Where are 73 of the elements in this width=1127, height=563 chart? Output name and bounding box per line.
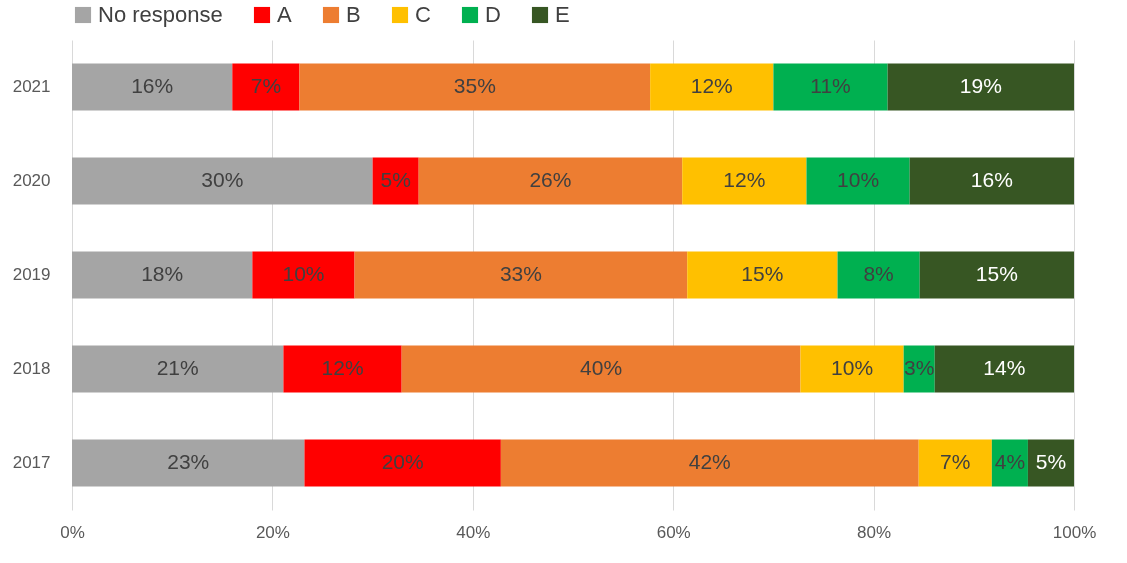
- bar: [252, 251, 355, 299]
- y-tick-label: 2017: [12, 453, 51, 472]
- legend-label: E: [555, 2, 570, 27]
- bar: [304, 439, 501, 487]
- bar: [72, 63, 233, 111]
- x-tick-label: 60%: [656, 522, 691, 542]
- data-label: 30%: [201, 168, 244, 191]
- bar: [806, 157, 910, 205]
- data-label: 33%: [499, 262, 542, 285]
- bar: [918, 439, 992, 487]
- legend-label: B: [346, 2, 361, 27]
- x-tick-label: 0%: [60, 522, 85, 542]
- data-label: 18%: [141, 262, 184, 285]
- bar: [299, 63, 651, 111]
- data-label: 3%: [904, 356, 935, 379]
- bar: [934, 345, 1074, 393]
- bar: [887, 63, 1074, 111]
- data-label: 12%: [690, 74, 733, 97]
- bar: [354, 251, 688, 299]
- y-tick-label: 2020: [12, 171, 51, 190]
- y-tick-label: 2018: [12, 359, 51, 378]
- x-tick-label: 80%: [857, 522, 892, 542]
- data-label: 40%: [580, 356, 623, 379]
- x-tick-label: 20%: [255, 522, 290, 542]
- data-label: 4%: [994, 450, 1026, 473]
- data-label: 10%: [837, 168, 880, 191]
- data-label: 7%: [250, 74, 282, 97]
- x-tick-label: 40%: [456, 522, 491, 542]
- data-label: 19%: [959, 74, 1002, 97]
- bar: [232, 63, 300, 111]
- bar: [72, 439, 305, 487]
- bar: [800, 345, 904, 393]
- data-label: 15%: [741, 262, 784, 285]
- data-label: 20%: [381, 450, 424, 473]
- data-label: 10%: [831, 356, 874, 379]
- x-tick-label: 100%: [1052, 522, 1097, 542]
- legend-label: A: [277, 2, 292, 27]
- data-label: 21%: [156, 356, 199, 379]
- data-label: 42%: [688, 450, 731, 473]
- bar: [682, 157, 807, 205]
- legend-label: D: [485, 2, 501, 27]
- data-label: 23%: [167, 450, 210, 473]
- y-tick-label: 2021: [12, 77, 51, 96]
- legend-label: C: [415, 2, 431, 27]
- bar: [72, 251, 253, 299]
- data-label: 15%: [975, 262, 1018, 285]
- legend-label: No response: [98, 2, 223, 27]
- bar: [72, 157, 373, 205]
- data-label: 26%: [529, 168, 572, 191]
- data-label: 35%: [453, 74, 496, 97]
- bar: [773, 63, 888, 111]
- data-label: 16%: [131, 74, 174, 97]
- data-label: 11%: [810, 74, 851, 97]
- bar: [72, 345, 284, 393]
- bar: [919, 251, 1074, 299]
- data-label: 14%: [983, 356, 1026, 379]
- data-label: 12%: [321, 356, 364, 379]
- y-tick-label: 2019: [12, 265, 51, 284]
- bar: [909, 157, 1074, 205]
- data-label: 5%: [380, 168, 411, 191]
- bar: [283, 345, 402, 393]
- data-label: 7%: [940, 450, 971, 473]
- data-label: 5%: [1035, 450, 1067, 473]
- data-label: 16%: [970, 168, 1013, 191]
- data-label: 12%: [723, 168, 766, 191]
- bar: [837, 251, 920, 299]
- bar: [687, 251, 838, 299]
- bar: [401, 345, 801, 393]
- bar: [650, 63, 774, 111]
- data-label: 8%: [863, 262, 894, 285]
- data-label: 10%: [282, 262, 325, 285]
- bar: [500, 439, 919, 487]
- bar: [418, 157, 683, 205]
